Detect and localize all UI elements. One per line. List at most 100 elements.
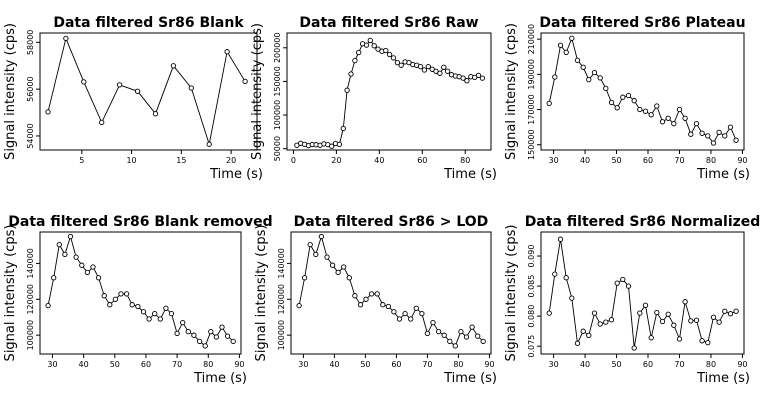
data-point: [230, 338, 236, 345]
data-point: [380, 302, 386, 308]
data-point: [705, 133, 711, 139]
plot-frame: [39, 32, 258, 151]
y-tick-label: 150000: [273, 66, 282, 97]
data-point: [546, 100, 552, 107]
data-point: [625, 283, 632, 289]
data-point: [705, 339, 711, 346]
data-point: [375, 46, 381, 52]
y-axis-label: Signal intensity (cps): [504, 225, 519, 362]
y-tick-label: 150000: [527, 129, 536, 160]
data-point: [710, 314, 717, 320]
data-point: [676, 336, 683, 342]
data-point: [452, 343, 458, 349]
x-tick-label: 60: [417, 156, 427, 165]
data-point: [62, 251, 68, 258]
data-point: [324, 254, 330, 260]
data-point: [441, 64, 447, 70]
series-line: [47, 36, 246, 145]
data-point: [51, 275, 57, 281]
data-point: [398, 62, 404, 68]
x-tick-label: 20: [226, 156, 236, 165]
x-tick-label: 50: [110, 360, 120, 369]
data-point: [552, 74, 558, 80]
data-point: [569, 295, 575, 301]
chart-panel: Data filtered Sr86 Blank Signal intensity…: [3, 15, 263, 182]
x-tick-label: 50: [611, 156, 621, 165]
data-point: [563, 49, 569, 56]
x-tick-label: 30: [548, 360, 558, 369]
y-tick-label: 210000: [527, 24, 536, 55]
data-point: [424, 330, 431, 337]
data-point: [637, 310, 643, 316]
data-point: [458, 328, 464, 335]
data-point: [441, 332, 447, 338]
data-point: [341, 264, 347, 270]
data-point: [157, 316, 163, 322]
data-point: [699, 130, 705, 136]
chart-title: Data filtered Sr86 Blank: [53, 15, 244, 31]
y-tick-label: 200000: [273, 33, 282, 64]
data-point: [344, 87, 350, 93]
data-point: [363, 296, 369, 302]
x-axis-label: Time (s): [209, 167, 263, 182]
x-axis-label: Time (s): [696, 371, 750, 386]
data-point: [174, 330, 180, 337]
x-tick-label: 70: [674, 360, 684, 369]
data-point: [642, 108, 649, 114]
data-point: [676, 106, 683, 113]
x-tick-label: 90: [234, 360, 244, 369]
data-point: [313, 251, 319, 258]
y-tick-label: 170000: [527, 94, 536, 125]
data-point: [45, 302, 51, 309]
data-point: [620, 276, 626, 283]
y-tick-label: 140000: [26, 248, 35, 279]
data-point: [396, 316, 403, 322]
data-point: [112, 296, 119, 302]
y-axis-label: Signal intensity (cps): [3, 225, 18, 362]
x-tick-label: 50: [611, 360, 621, 369]
data-point: [693, 317, 700, 323]
data-point: [196, 338, 203, 345]
data-point: [357, 302, 364, 308]
data-point: [727, 311, 734, 317]
x-tick-label: 50: [360, 360, 370, 369]
x-axis-label: Time (s): [443, 167, 497, 182]
y-tick-label: 0.085: [527, 275, 536, 298]
data-point: [642, 302, 649, 308]
x-axis-label: Time (s): [193, 371, 247, 386]
data-point: [475, 333, 481, 339]
data-point: [563, 275, 569, 281]
data-point: [574, 340, 581, 346]
data-point: [682, 299, 688, 305]
data-point: [134, 88, 141, 94]
data-point: [722, 308, 728, 314]
data-point: [152, 310, 158, 317]
x-tick-label: 5: [79, 156, 84, 165]
data-point: [417, 63, 424, 70]
data-point: [631, 345, 637, 351]
data-point: [665, 311, 671, 317]
data-point: [733, 137, 739, 143]
data-point: [224, 333, 231, 339]
data-point: [202, 343, 208, 349]
data-point: [733, 308, 739, 314]
data-point: [620, 94, 626, 100]
data-point: [722, 133, 728, 139]
x-axis-label: Time (s): [443, 371, 497, 386]
x-tick-label: 40: [374, 156, 384, 165]
data-point: [168, 310, 175, 317]
data-point: [419, 310, 425, 317]
y-axis-label: Signal intensity (cps): [3, 23, 18, 160]
data-point: [591, 310, 598, 316]
y-tick-label: 100000: [26, 320, 35, 351]
y-tick-label: 58000: [26, 30, 35, 55]
x-tick-label: 20: [331, 156, 341, 165]
data-point: [475, 72, 482, 79]
series-line: [548, 239, 737, 349]
data-point: [118, 291, 124, 297]
data-point: [557, 236, 564, 242]
x-tick-label: 60: [643, 360, 653, 369]
x-tick-label: 90: [484, 360, 494, 369]
y-tick-label: 0.080: [527, 305, 536, 328]
x-tick-label: 40: [329, 360, 339, 369]
